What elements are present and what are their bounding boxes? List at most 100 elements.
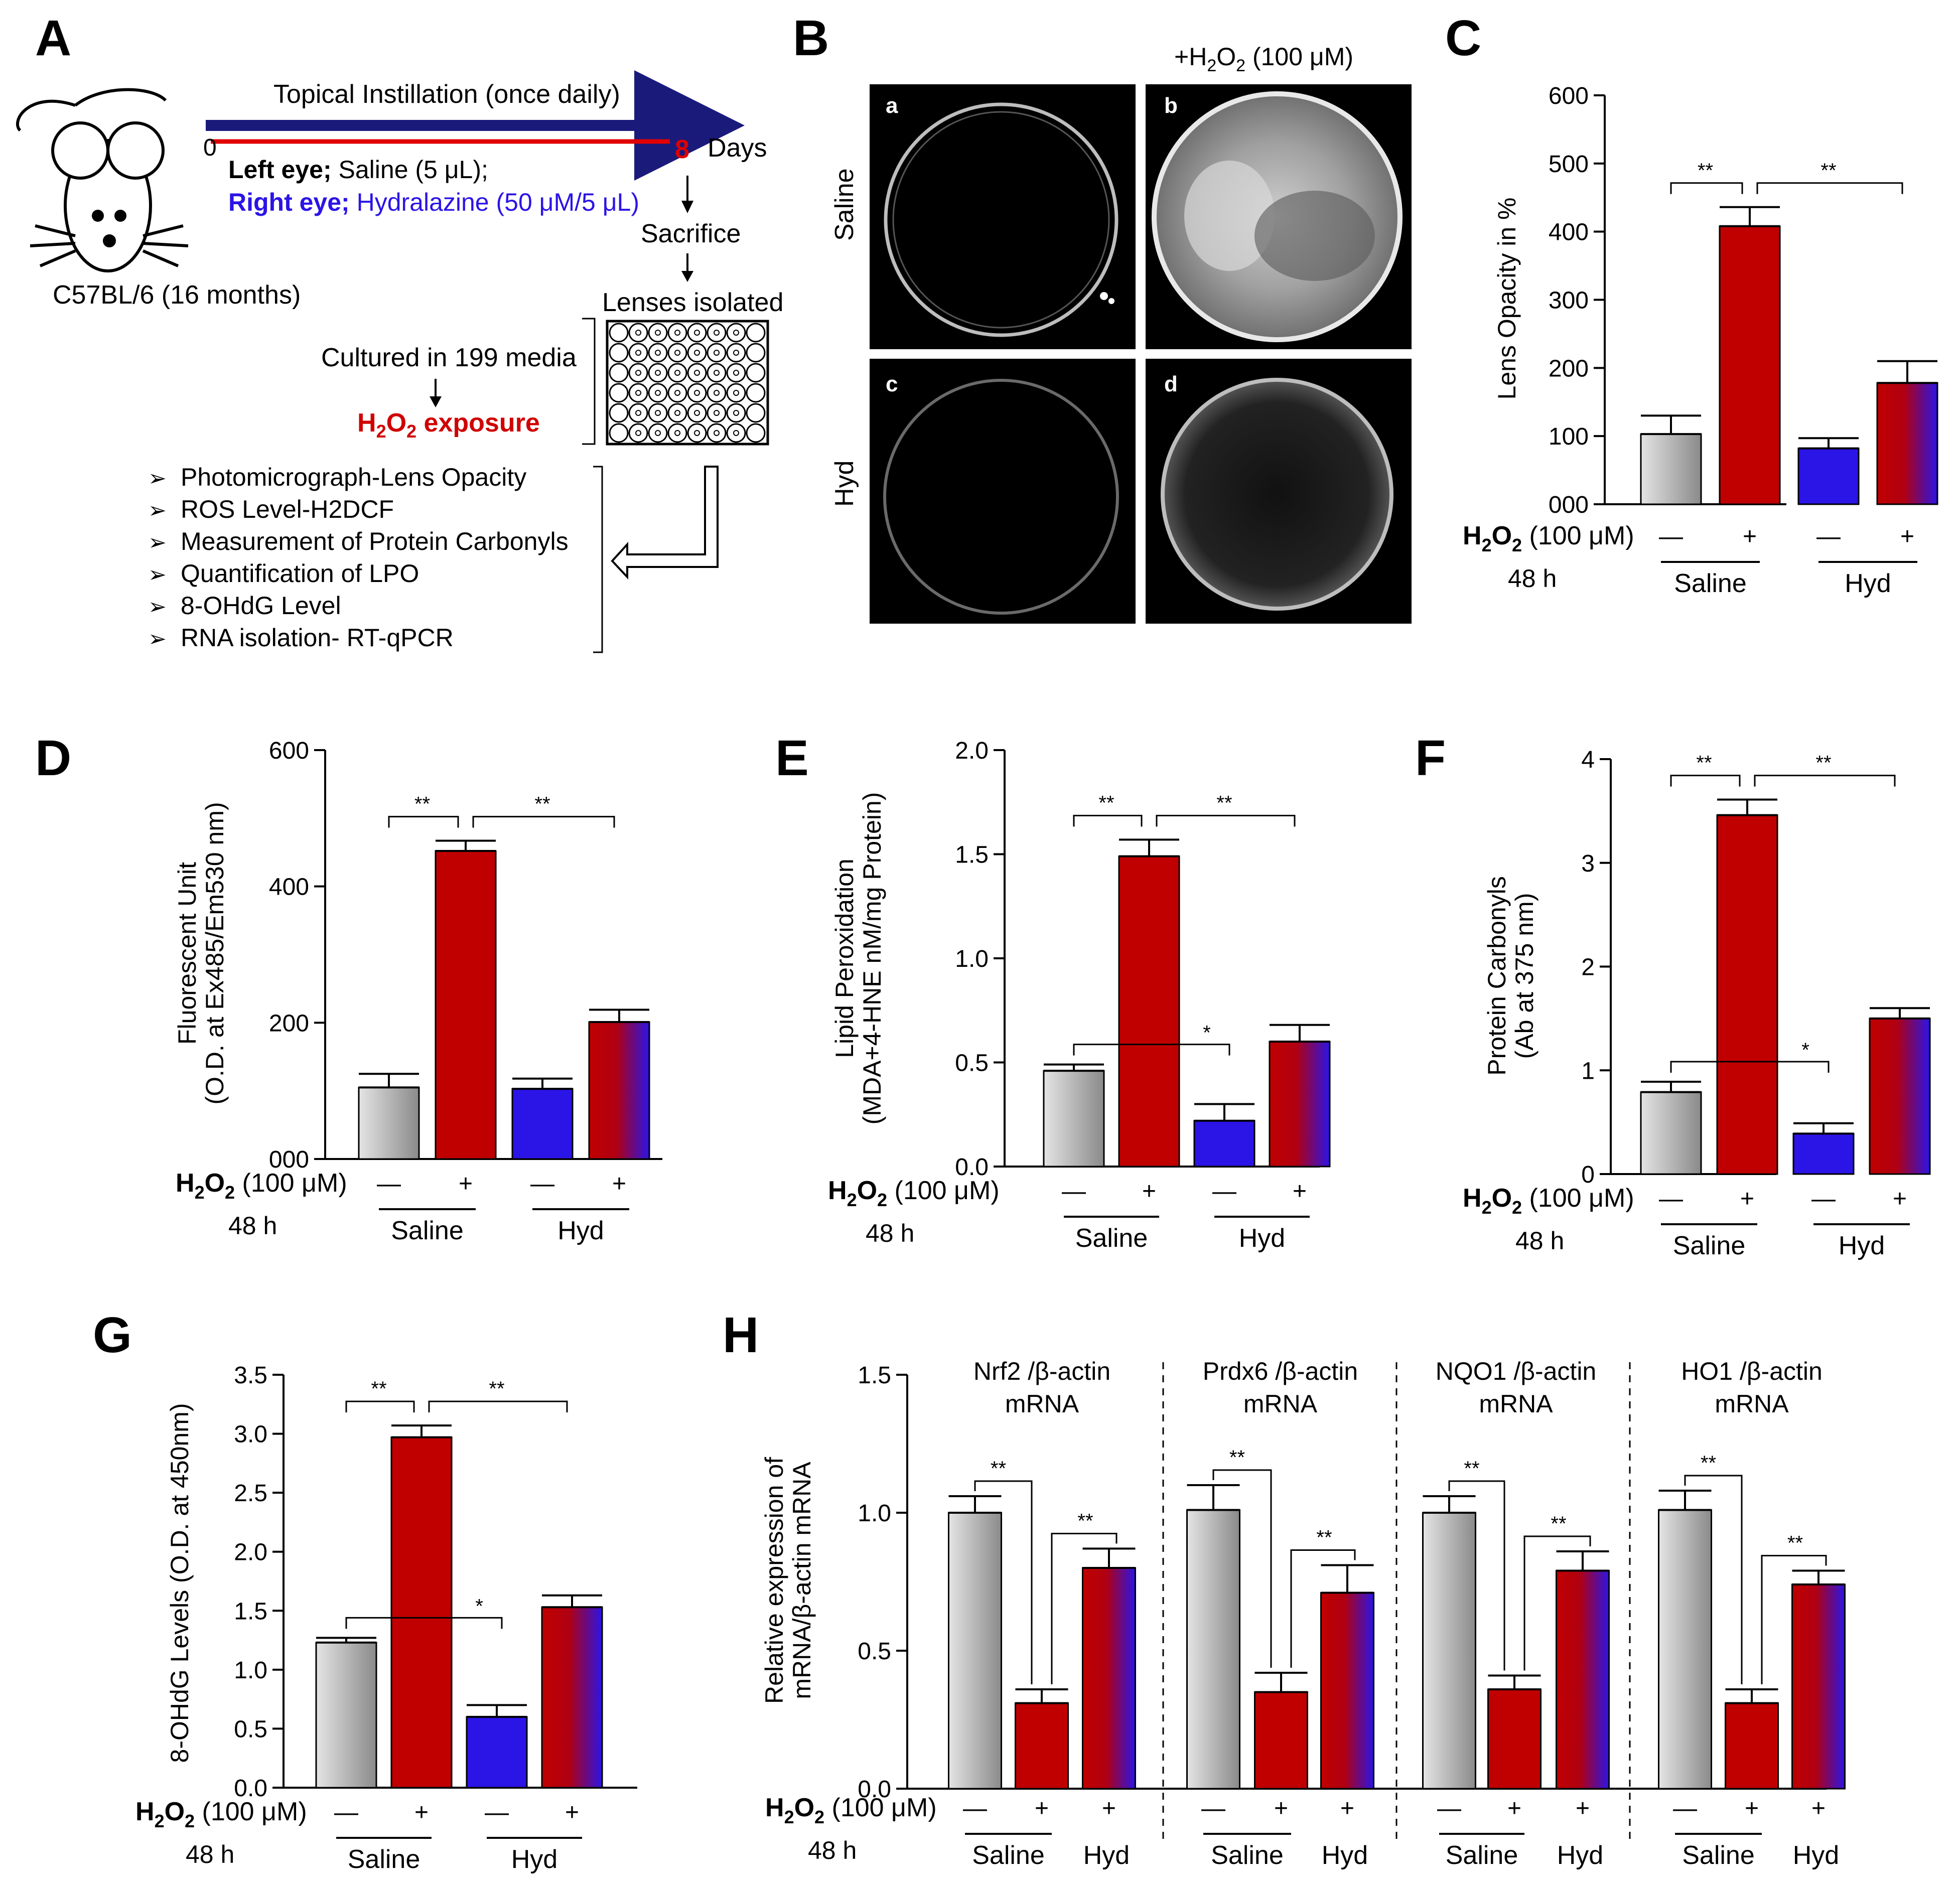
y-axis-label-2: (MDA+4-HNE nM/mg Protein) — [858, 792, 886, 1125]
well-center — [694, 410, 700, 416]
treatment-sign: — — [1437, 1795, 1461, 1822]
left-eye-rest: Saline (5 μL); — [332, 156, 488, 184]
y-tick-label: 0.0 — [234, 1775, 267, 1802]
significance-mark: ** — [1551, 1513, 1566, 1535]
sacrifice-label: Sacrifice — [641, 219, 741, 248]
group-label-hyd: Hyd — [1845, 569, 1891, 598]
gene-title: HO1 /β-actin — [1681, 1357, 1823, 1385]
panel-letter-f: F — [1415, 730, 1446, 786]
significance-bracket — [472, 816, 615, 828]
well-center — [733, 410, 739, 416]
top-label-sub1: 2 — [1207, 56, 1216, 75]
significance-mark: ** — [991, 1458, 1006, 1480]
h2o2-part: (100 μM) — [235, 1169, 347, 1198]
well-center — [635, 330, 641, 336]
treatment-sign: + — [1507, 1795, 1521, 1822]
treatment-sign: + — [1142, 1178, 1156, 1205]
bar — [1716, 814, 1778, 1175]
treatment-sign: + — [1293, 1178, 1307, 1205]
group-label-saline: Saline — [1674, 569, 1747, 598]
well-center — [733, 430, 739, 436]
well-center — [714, 390, 720, 396]
significance-mark: ** — [1787, 1532, 1803, 1554]
chart-c: C 000 100 200 300 400 500 600 Lens Opacity in %… — [1445, 10, 1938, 598]
treatment-sign: + — [565, 1799, 579, 1826]
micrograph-row-hyd: Hyd — [830, 461, 859, 507]
h2o2-part: H — [135, 1797, 155, 1826]
gene-subtitle: mRNA — [1243, 1390, 1318, 1418]
h2o2-part: 2 — [1482, 535, 1492, 555]
treatment-sign: — — [485, 1799, 509, 1826]
group-label-hyd: Hyd — [1557, 1841, 1603, 1870]
time-label: 48 h — [1508, 564, 1557, 593]
well-center — [655, 350, 661, 356]
well-center — [674, 410, 680, 416]
well — [609, 343, 629, 363]
y-tick-label: 000 — [1549, 492, 1589, 518]
y-tick-label: 2.0 — [234, 1539, 267, 1566]
significance-bracket — [1212, 1469, 1272, 1668]
significance-mark: ** — [1316, 1527, 1332, 1549]
right-eye-rest: Hydralazine (50 μM/5 μL) — [350, 188, 639, 216]
significance-bracket — [428, 1400, 568, 1413]
well — [746, 383, 766, 403]
group-label-hyd: Hyd — [1793, 1841, 1839, 1870]
significance-mark: ** — [1696, 752, 1712, 774]
bar — [1487, 1688, 1542, 1790]
micrograph-d-label: d — [1164, 372, 1178, 396]
h2o2-part: 2 — [1512, 1197, 1522, 1218]
treatment-sign: + — [1743, 523, 1757, 550]
y-tick-label: 0.5 — [234, 1716, 267, 1743]
bar — [1254, 1691, 1308, 1790]
treatment-sign: — — [334, 1799, 358, 1826]
bar — [1658, 1509, 1712, 1790]
bar — [511, 1088, 574, 1160]
treatment-sign: + — [1811, 1795, 1826, 1822]
bar — [315, 1642, 377, 1789]
well-center — [714, 430, 720, 436]
significance-bracket — [1670, 182, 1743, 194]
y-axis-label: Fluorescent Unit — [173, 862, 201, 1045]
well-center — [635, 350, 641, 356]
treatment-sign: — — [1659, 1186, 1683, 1212]
h2o2-part: H — [1463, 521, 1482, 550]
left-eye-line: Left eye; Saline (5 μL); — [228, 156, 488, 184]
h2o2-part: H — [176, 1169, 195, 1198]
micrograph-c-label: c — [886, 372, 898, 396]
group-label-saline: Saline — [1682, 1841, 1755, 1870]
timeline-days-label: Days — [708, 133, 767, 163]
h2o2-h: H — [357, 408, 376, 438]
well — [746, 423, 766, 443]
y-tick-label: 0.5 — [955, 1050, 989, 1077]
well-center — [674, 390, 680, 396]
bar — [1422, 1512, 1476, 1790]
y-axis-label-2: mRNA/β-actin mRNA — [788, 1462, 816, 1699]
bar — [1869, 1018, 1931, 1175]
significance-mark: * — [1203, 1022, 1211, 1044]
h2o2-o: O — [386, 408, 406, 438]
well-center — [733, 390, 739, 396]
treatment-sign: + — [1740, 1186, 1754, 1212]
well-center — [733, 330, 739, 336]
bullet-arrow-icon: ➢ — [148, 498, 167, 523]
y-tick-label: 0.0 — [858, 1776, 891, 1803]
panel-letter-a: A — [35, 10, 71, 66]
analysis-list: ➢ Photomicrograph-Lens Opacity ➢ ROS Level-… — [148, 463, 569, 652]
treatment-sign: — — [1811, 1186, 1836, 1212]
group-label-saline: Saline — [972, 1841, 1045, 1870]
top-label-sub2: 2 — [1236, 56, 1245, 75]
y-tick-label: 100 — [1549, 423, 1589, 450]
group-label-hyd: Hyd — [557, 1216, 604, 1245]
bar — [358, 1086, 420, 1160]
group-label-hyd: Hyd — [1083, 1841, 1130, 1870]
h2o2-part: 2 — [1512, 535, 1522, 555]
well-center — [733, 370, 739, 376]
analysis-item: ROS Level-H2DCF — [181, 495, 394, 523]
time-label: 48 h — [186, 1840, 234, 1868]
bar — [466, 1716, 528, 1789]
y-tick-label: 300 — [1549, 287, 1589, 314]
h2o2-exposure-word: exposure — [416, 408, 540, 438]
treatment-sign: + — [459, 1171, 473, 1197]
significance-bracket — [1761, 1555, 1827, 1684]
